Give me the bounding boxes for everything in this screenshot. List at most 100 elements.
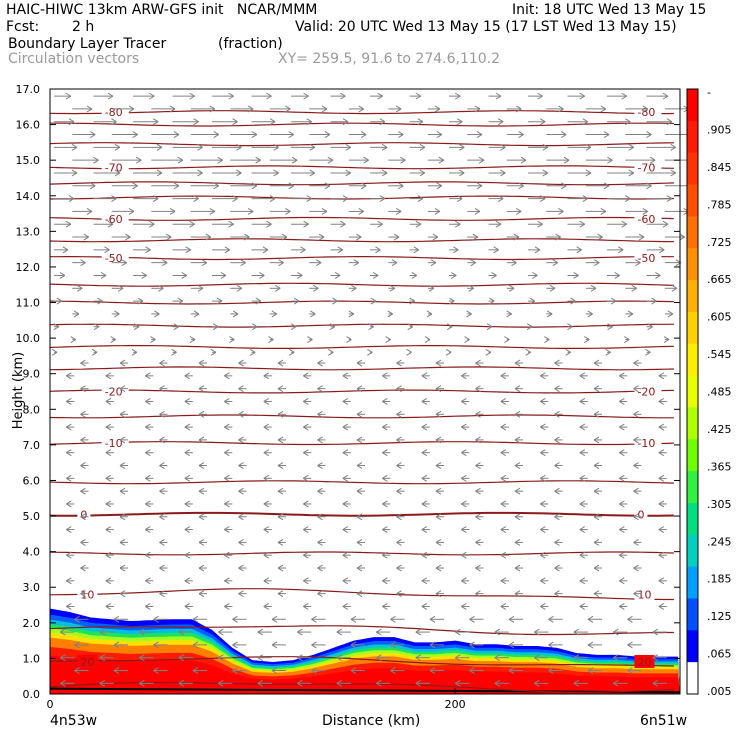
wind-vector-head	[66, 526, 72, 534]
wind-vector-head	[582, 118, 589, 126]
wind-vector-head	[77, 284, 83, 292]
wind-vector-head	[570, 297, 576, 305]
wind-vector-head	[111, 195, 117, 203]
temperature-contour	[49, 282, 674, 287]
colorbar-label: .725	[707, 236, 732, 249]
wind-vector-head	[113, 641, 120, 649]
wind-vector-head	[86, 105, 93, 113]
wind-vector-head	[540, 603, 546, 610]
wind-vector-head	[145, 603, 151, 610]
wind-vector-head	[350, 615, 357, 623]
wind-vector-head	[70, 336, 77, 343]
colorbar-segment	[687, 630, 698, 663]
wind-vector-head	[435, 410, 442, 418]
wind-vector-head	[554, 385, 560, 393]
wind-vector-head	[635, 259, 641, 267]
wind-vector-head	[670, 143, 676, 151]
wind-vector-head	[593, 410, 600, 418]
wind-vector-head	[455, 679, 461, 687]
wind-vector-head	[218, 679, 224, 687]
wind-vector-head	[377, 92, 383, 100]
contour-label: -60	[637, 213, 655, 226]
wind-vector-head	[189, 92, 195, 100]
colorbar-segment	[687, 120, 698, 154]
wind-vector-head	[60, 679, 66, 687]
wind-vector-head	[500, 169, 506, 177]
wind-vector-head	[165, 233, 172, 241]
wind-vector-head	[173, 131, 180, 138]
wind-vector-head	[619, 551, 625, 559]
wind-vector-head	[452, 246, 459, 254]
wind-vector-head	[198, 436, 205, 444]
wind-vector-head	[277, 436, 284, 444]
wind-vector-head	[340, 92, 346, 100]
wind-vector-head	[145, 449, 151, 457]
wind-vector-head	[455, 654, 461, 662]
wind-vector-head	[658, 449, 665, 457]
wind-vector-head	[475, 410, 481, 418]
wind-vector-head	[424, 336, 431, 343]
wind-vector-head	[317, 538, 323, 546]
wind-vector-head	[540, 526, 546, 534]
wind-vector-head	[266, 220, 272, 228]
colorbar-label: .005	[707, 685, 732, 698]
wind-vector-head	[65, 220, 72, 228]
wind-vector-head	[379, 195, 386, 203]
wind-vector-head	[534, 679, 540, 687]
init-time: Init: 18 UTC Wed 13 May 15	[512, 2, 707, 18]
wind-vector-head	[80, 538, 86, 546]
wind-vector-head	[251, 182, 258, 190]
wind-vector-head	[114, 169, 121, 177]
wind-vector-head	[358, 105, 364, 113]
wind-vector-head	[642, 207, 649, 215]
wind-vector-head	[66, 372, 72, 380]
wind-vector-head	[149, 220, 155, 228]
x-tick-label: 200	[445, 698, 466, 711]
wind-vector-head	[189, 336, 196, 343]
wind-vector-head	[540, 398, 546, 405]
wind-vector-head	[621, 220, 627, 228]
wind-vector-head	[303, 577, 309, 585]
wind-vector-head	[540, 551, 546, 559]
wind-vector-head	[514, 462, 521, 469]
contour-label: 10	[637, 588, 651, 601]
contour-label-bg	[634, 384, 662, 398]
wind-vector-head	[152, 195, 159, 203]
wind-vector-head	[603, 182, 610, 190]
wind-vector-head	[393, 233, 400, 241]
contour-label: -50	[105, 252, 123, 265]
wind-vector-head	[633, 385, 639, 393]
wind-vector-head	[251, 131, 258, 138]
field-units: (fraction)	[218, 36, 283, 52]
wind-vector-head	[257, 654, 264, 662]
wind-vector-head	[579, 577, 586, 585]
wind-vector-head	[651, 297, 657, 305]
wind-vector-head	[212, 323, 219, 331]
wind-vector-head	[515, 105, 522, 113]
wind-vector-head	[554, 564, 560, 572]
contour-label: -20	[637, 386, 655, 399]
wind-vector-head	[472, 233, 479, 241]
wind-vector-head	[119, 436, 126, 444]
wind-vector-head	[145, 423, 151, 431]
wind-vector-head	[360, 131, 367, 138]
wind-vector-head	[342, 551, 349, 559]
wind-vector-head	[105, 423, 112, 431]
wind-vector-head	[80, 259, 86, 267]
wind-vector-head	[184, 500, 191, 508]
wind-vector-head	[154, 310, 160, 318]
wind-vector-head	[66, 398, 72, 405]
colorbar-segment	[687, 598, 698, 631]
wind-vector-head	[419, 143, 426, 151]
wind-vector-head	[351, 284, 357, 292]
wind-vector-head	[360, 182, 367, 190]
colorbar-segment	[687, 375, 698, 408]
wind-vector-head	[495, 220, 502, 228]
wind-vector-head	[317, 487, 323, 495]
wind-vector-head	[198, 385, 205, 393]
wind-vector-head	[86, 207, 93, 215]
wind-vector-head	[105, 372, 112, 380]
temperature-contour	[49, 216, 674, 221]
wind-vector-head	[181, 272, 187, 279]
wind-vector-head	[336, 679, 343, 687]
